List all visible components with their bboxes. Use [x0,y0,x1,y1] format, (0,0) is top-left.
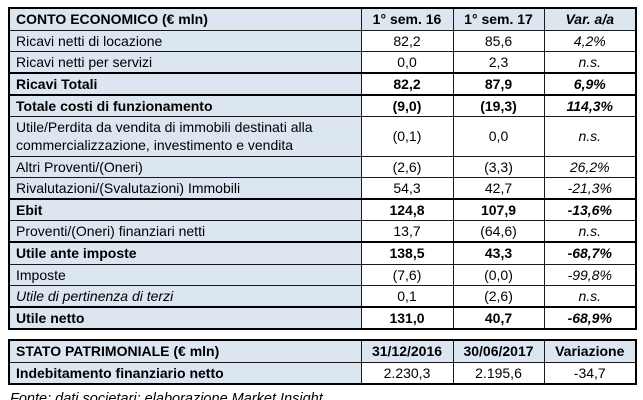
row-label: Utile/Perdita da vendita di immobili des… [8,116,362,157]
row-label: Rivalutazioni/(Svalutazioni) Immobili [8,176,362,200]
value-cell-period2: 40,7 [452,305,545,330]
table-row: Ricavi netti di locazione 82,2 85,6 4,2% [8,29,637,52]
income-statement-table: CONTO ECONOMICO (€ mln) 1° sem. 16 1° se… [8,7,637,331]
value-cell-period1: 138,5 [360,241,454,265]
variance-cell: 26,2% [543,155,637,178]
column-header-variation: Variazione [543,339,637,363]
value-cell-period1: (2,6) [360,155,454,178]
table-row: Totale costi di funzionamento (9,0) (19,3)… [8,94,637,118]
value-cell-period2: 87,9 [452,71,545,96]
value-cell-period1: 0,0 [360,50,454,74]
variance-cell: n.s. [543,220,637,243]
row-label: Utile di pertinenza di terzi [8,284,362,308]
row-label: Ricavi netti per servizi [8,50,362,74]
value-cell-period2: 0,0 [452,116,545,157]
value-cell-period2: (64,6) [452,220,545,243]
column-header-sem16: 1° sem. 16 [360,7,454,31]
table-row: Ricavi Totali 82,2 87,9 6,9% [8,71,637,96]
value-cell-period1: 2.230,3 [360,361,454,385]
value-cell-period1: 82,2 [360,29,454,52]
balance-sheet-table: STATO PATRIMONIALE (€ mln) 31/12/2016 30… [8,339,637,385]
value-cell-period1: (7,6) [360,263,454,286]
value-cell-period1: 131,0 [360,305,454,330]
variance-cell: 6,9% [543,71,637,96]
variance-cell: -68,7% [543,241,637,265]
variance-cell: n.s. [543,50,637,74]
row-label: Ebit [8,198,362,222]
table-row: Utile netto 131,0 40,7 -68,9% [8,305,637,330]
value-cell-period1: 0,1 [360,284,454,308]
value-cell-period1: 82,2 [360,71,454,96]
row-label: Totale costi di funzionamento [8,94,362,118]
variance-cell: 4,2% [543,29,637,52]
variance-cell: -13,6% [543,198,637,222]
variance-cell: 114,3% [543,94,637,118]
row-label: Indebitamento finanziario netto [8,361,362,385]
value-cell-period1: 54,3 [360,176,454,200]
value-cell-period2: 42,7 [452,176,545,200]
value-cell-period2: (3,3) [452,155,545,178]
table-row: Altri Proventi/(Oneri) (2,6) (3,3) 26,2% [8,155,637,178]
balance-sheet-title: STATO PATRIMONIALE (€ mln) [8,339,362,363]
value-cell-period1: 13,7 [360,220,454,243]
table-row: Ricavi netti per servizi 0,0 2,3 n.s. [8,50,637,74]
row-label: Proventi/(Oneri) finanziari netti [8,220,362,243]
value-cell-period2: 2.195,6 [452,361,545,385]
table-row: Utile/Perdita da vendita di immobili des… [8,116,637,157]
variance-cell: -34,7 [543,361,637,385]
source-note: Fonte: dati societari; elaborazione Mark… [10,390,323,400]
value-cell-period1: 124,8 [360,198,454,222]
value-cell-period2: 107,9 [452,198,545,222]
column-header-date-2017: 30/06/2017 [452,339,545,363]
income-statement-title: CONTO ECONOMICO (€ mln) [8,7,362,31]
row-label: Ricavi Totali [8,71,362,96]
column-header-sem17: 1° sem. 17 [452,7,545,31]
value-cell-period2: (0,0) [452,263,545,286]
column-header-date-2016: 31/12/2016 [360,339,454,363]
variance-cell: -21,3% [543,176,637,200]
value-cell-period2: 2,3 [452,50,545,74]
value-cell-period2: (2,6) [452,284,545,308]
value-cell-period2: 43,3 [452,241,545,265]
variance-cell: n.s. [543,284,637,308]
row-label: Ricavi netti di locazione [8,29,362,52]
variance-cell: -68,9% [543,305,637,330]
value-cell-period1: (9,0) [360,94,454,118]
value-cell-period1: (0,1) [360,116,454,157]
table-row: Proventi/(Oneri) finanziari netti 13,7 (64… [8,220,637,243]
table-row: Imposte (7,6) (0,0) -99,8% [8,263,637,286]
row-label: Altri Proventi/(Oneri) [8,155,362,178]
table-row: Rivalutazioni/(Svalutazioni) Immobili 54,… [8,176,637,200]
table-row: Indebitamento finanziario netto 2.230,3 2.… [8,361,637,385]
balance-sheet-header-row: STATO PATRIMONIALE (€ mln) 31/12/2016 30… [8,339,637,363]
table-row: Utile di pertinenza di terzi 0,1 (2,6) n.s. [8,284,637,308]
row-label: Imposte [8,263,362,286]
table-row: Utile ante imposte 138,5 43,3 -68,7% [8,241,637,265]
variance-cell: n.s. [543,116,637,157]
row-label: Utile ante imposte [8,241,362,265]
value-cell-period2: 85,6 [452,29,545,52]
row-label: Utile netto [8,305,362,330]
table-row: Ebit 124,8 107,9 -13,6% [8,198,637,222]
variance-cell: -99,8% [543,263,637,286]
column-header-variation: Var. a/a [543,7,637,31]
income-statement-header-row: CONTO ECONOMICO (€ mln) 1° sem. 16 1° se… [8,7,637,31]
value-cell-period2: (19,3) [452,94,545,118]
